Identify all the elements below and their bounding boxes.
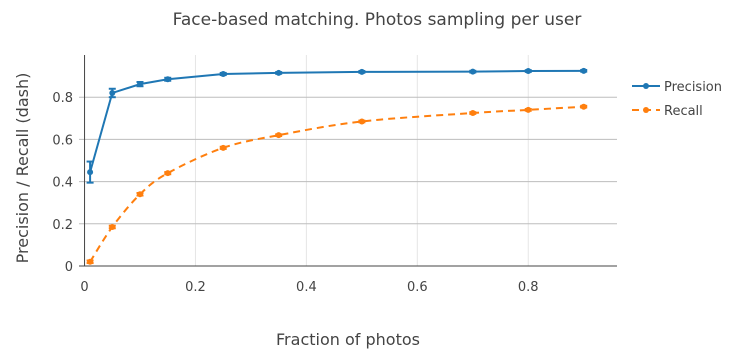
chart-title: Face-based matching. Photos sampling per… — [173, 10, 582, 30]
x-tick-label: 0 — [80, 280, 88, 295]
x-tick-label: 0.4 — [296, 280, 317, 295]
legend-item-recall[interactable]: Recall — [632, 104, 703, 119]
x-tick-label: 0.6 — [407, 280, 428, 295]
legend-marker — [643, 107, 649, 113]
data-point[interactable] — [87, 258, 94, 265]
legend-label: Recall — [664, 104, 703, 119]
data-point[interactable] — [109, 223, 116, 230]
data-point[interactable] — [137, 81, 144, 88]
series-layer — [86, 67, 588, 265]
data-point[interactable] — [220, 144, 227, 151]
axis-layer: 0 0.2 0.4 0.6 0.8 0 0.2 0.4 0.6 0.8 — [52, 55, 539, 295]
data-point[interactable] — [580, 67, 587, 74]
data-point[interactable] — [580, 103, 587, 110]
legend-label: Precision — [664, 80, 722, 95]
data-point[interactable] — [275, 69, 282, 76]
y-tick-label: 0.6 — [52, 133, 73, 148]
x-tick-label: 0.8 — [518, 280, 539, 295]
legend-item-precision[interactable]: Precision — [632, 80, 722, 95]
legend[interactable]: Precision Recall — [632, 80, 722, 119]
data-point[interactable] — [469, 68, 476, 75]
data-point[interactable] — [220, 70, 227, 77]
y-tick-label: 0.8 — [52, 91, 73, 106]
data-point[interactable] — [87, 169, 94, 176]
y-axis-title: Precision / Recall (dash) — [13, 73, 32, 264]
x-tick-label: 0.2 — [185, 280, 206, 295]
data-point[interactable] — [358, 68, 365, 75]
data-point[interactable] — [469, 110, 476, 117]
data-point[interactable] — [164, 170, 171, 177]
data-point[interactable] — [137, 191, 144, 198]
series-precision — [86, 67, 588, 184]
grid-layer — [79, 55, 617, 267]
data-point[interactable] — [275, 132, 282, 139]
data-point[interactable] — [164, 76, 171, 83]
y-tick-label: 0.4 — [52, 176, 73, 191]
y-tick-label: 0.2 — [52, 218, 73, 233]
data-point[interactable] — [525, 106, 532, 113]
data-point[interactable] — [358, 118, 365, 125]
series-line-recall — [89, 105, 584, 263]
series-line-precision — [89, 69, 584, 173]
legend-marker — [643, 83, 649, 89]
series-recall — [86, 103, 588, 265]
y-tick-label: 0 — [65, 260, 73, 275]
data-point[interactable] — [525, 68, 532, 75]
x-axis-title: Fraction of photos — [276, 330, 420, 349]
data-point[interactable] — [109, 89, 116, 96]
